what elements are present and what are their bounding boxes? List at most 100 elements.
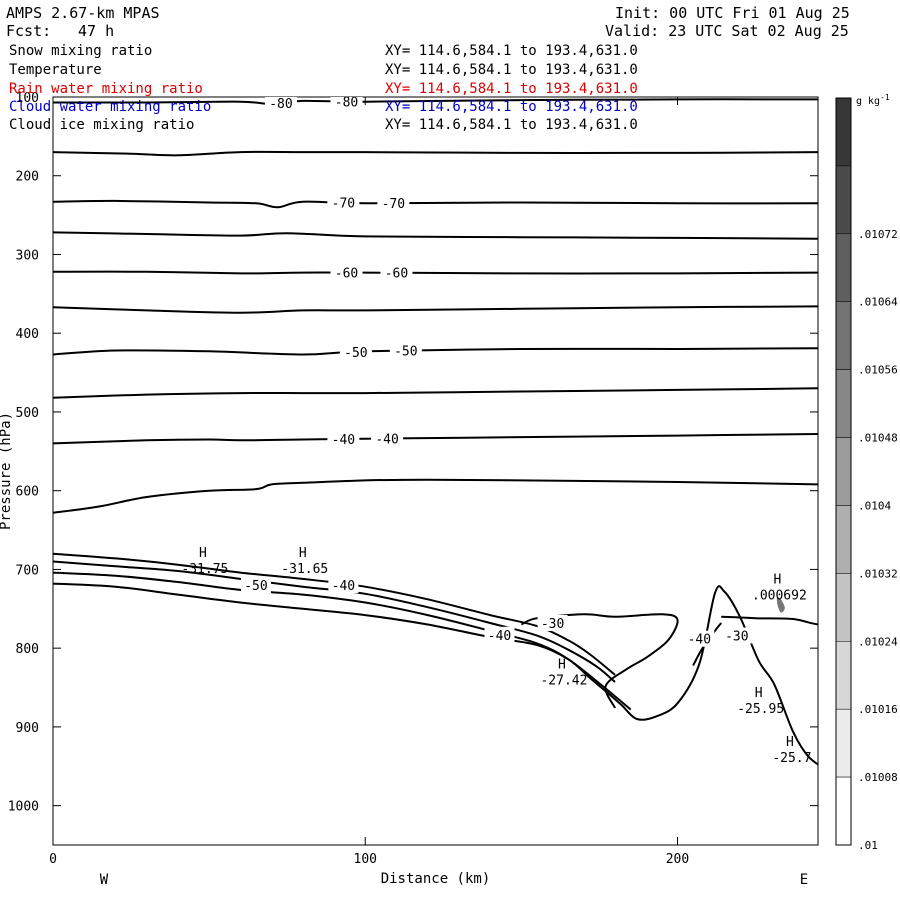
contour-label-bg	[264, 97, 297, 112]
high-marker: H	[786, 735, 794, 750]
y-tick-label: 200	[16, 170, 39, 185]
isotherm-line	[53, 150, 818, 157]
isotherm-line	[53, 199, 818, 209]
colorbar-level	[835, 708, 852, 778]
y-tick-label: 700	[16, 563, 39, 578]
contour-label-bg	[330, 97, 363, 110]
colorbar-level	[835, 437, 852, 506]
direction-west: W	[100, 872, 109, 888]
contour-label-bg	[537, 614, 568, 631]
contour-label: -40	[332, 433, 355, 448]
contour-label: -50	[344, 346, 367, 361]
contour-label-bg	[328, 577, 359, 594]
contour-label: -50	[394, 345, 417, 360]
forecast-value: 47 h	[78, 22, 115, 40]
contour-label-bg	[721, 627, 752, 644]
contour-label-bg	[327, 194, 360, 211]
high-marker: H	[558, 658, 566, 673]
field-xy: XY= 114.6,584.1 to 193.4,631.0	[385, 43, 638, 59]
colorbar-level	[835, 97, 852, 167]
contour-label-bg	[339, 343, 372, 360]
contour-label: -30	[541, 617, 564, 632]
model-title: AMPS 2.67-km MPAS	[6, 4, 160, 22]
colorbar-tick-label: .0104	[858, 499, 891, 512]
contour-label: -60	[385, 267, 408, 282]
contour-label: -80	[269, 97, 292, 112]
colorbar-tick-label: .01064	[858, 296, 898, 309]
y-tick-label: 800	[16, 642, 39, 657]
colorbar-tick-label: .01	[858, 839, 878, 852]
x-tick-label: 200	[666, 852, 689, 867]
field-xy: XY= 114.6,584.1 to 193.4,631.0	[385, 81, 638, 97]
high-marker: H	[755, 686, 763, 701]
field-xy: XY= 114.6,584.1 to 193.4,631.0	[385, 117, 638, 133]
y-tick-label: 1000	[8, 800, 39, 815]
high-value: -31.65	[281, 562, 328, 577]
high-value: .000692	[752, 589, 807, 604]
isotherm-line	[53, 387, 818, 399]
colorbar-level	[835, 776, 852, 846]
high-value: -31.75	[181, 562, 228, 577]
colorbar-tick-label: .01056	[858, 364, 898, 377]
colorbar-level	[835, 505, 852, 574]
contour-label-bg	[484, 626, 515, 643]
field-name: Rain water mixing ratio	[9, 81, 203, 97]
warm-contour	[721, 615, 818, 626]
contour-label: -40	[332, 579, 355, 594]
contour-label-bg	[684, 630, 715, 647]
contour-label-bg	[371, 430, 404, 447]
field-name: Cloud ice mixing ratio	[9, 117, 195, 133]
field-name: Temperature	[9, 62, 102, 78]
forecast-label: Fcst:	[6, 22, 52, 40]
colorbar-level	[835, 301, 852, 370]
high-marker: H	[773, 573, 781, 588]
high-marker: H	[299, 546, 307, 561]
contour-label: -40	[688, 633, 711, 648]
contour-label: -40	[375, 432, 398, 447]
colorbar-tick-label: .01048	[858, 432, 898, 445]
colorbar-unit-exponent: -1	[880, 93, 890, 102]
colorbar-level	[835, 641, 852, 710]
high-value: -27.42	[540, 674, 587, 689]
y-tick-label: 100	[16, 91, 39, 106]
contour-label: -70	[382, 197, 405, 212]
contour-label-bg	[380, 264, 413, 281]
colorbar-level	[835, 369, 852, 438]
near-surface-contour	[53, 552, 616, 676]
field-xy: XY= 114.6,584.1 to 193.4,631.0	[385, 62, 638, 78]
isotherm-line	[53, 433, 818, 445]
colorbar-tick-label: .01072	[858, 228, 898, 241]
colorbar-tick-label: .01016	[858, 703, 898, 716]
y-tick-label: 900	[16, 721, 39, 736]
plot-frame	[52, 96, 819, 846]
colorbar-level	[835, 165, 852, 235]
contour-label-bg	[377, 195, 410, 212]
high-marker: H	[199, 546, 207, 561]
contour-label-bg	[240, 577, 271, 594]
contour-label: -60	[335, 267, 358, 282]
contour-label: -50	[244, 579, 267, 594]
contour-label: -80	[335, 95, 358, 110]
contour-label-bg	[327, 430, 360, 447]
high-value: -25.95	[737, 702, 784, 717]
y-tick-label: 300	[16, 248, 39, 263]
init-time: Init: 00 UTC Fri 01 Aug 25	[615, 4, 850, 22]
terrain-surface-line	[53, 582, 818, 766]
warm-contour	[520, 613, 679, 709]
colorbar-level	[835, 573, 852, 642]
field-name: Cloud water mixing ratio	[9, 99, 212, 115]
y-tick-label: 500	[16, 406, 39, 421]
mixing-ratio-shading	[776, 596, 785, 613]
contour-label-bg	[389, 342, 422, 359]
colorbar-tick-label: .01008	[858, 771, 898, 784]
contour-label: -70	[332, 197, 355, 212]
colorbar-frame	[835, 97, 852, 846]
direction-east: E	[800, 872, 808, 888]
near-surface-contour	[53, 560, 616, 683]
isotherm-line	[53, 305, 818, 314]
y-axis-label: Pressure (hPa)	[0, 412, 14, 530]
valid-time: Valid: 23 UTC Sat 02 Aug 25	[605, 22, 849, 40]
colorbar-level	[835, 233, 852, 302]
contour-label-bg	[330, 264, 363, 281]
colorbar-tick-label: .01024	[858, 635, 898, 648]
